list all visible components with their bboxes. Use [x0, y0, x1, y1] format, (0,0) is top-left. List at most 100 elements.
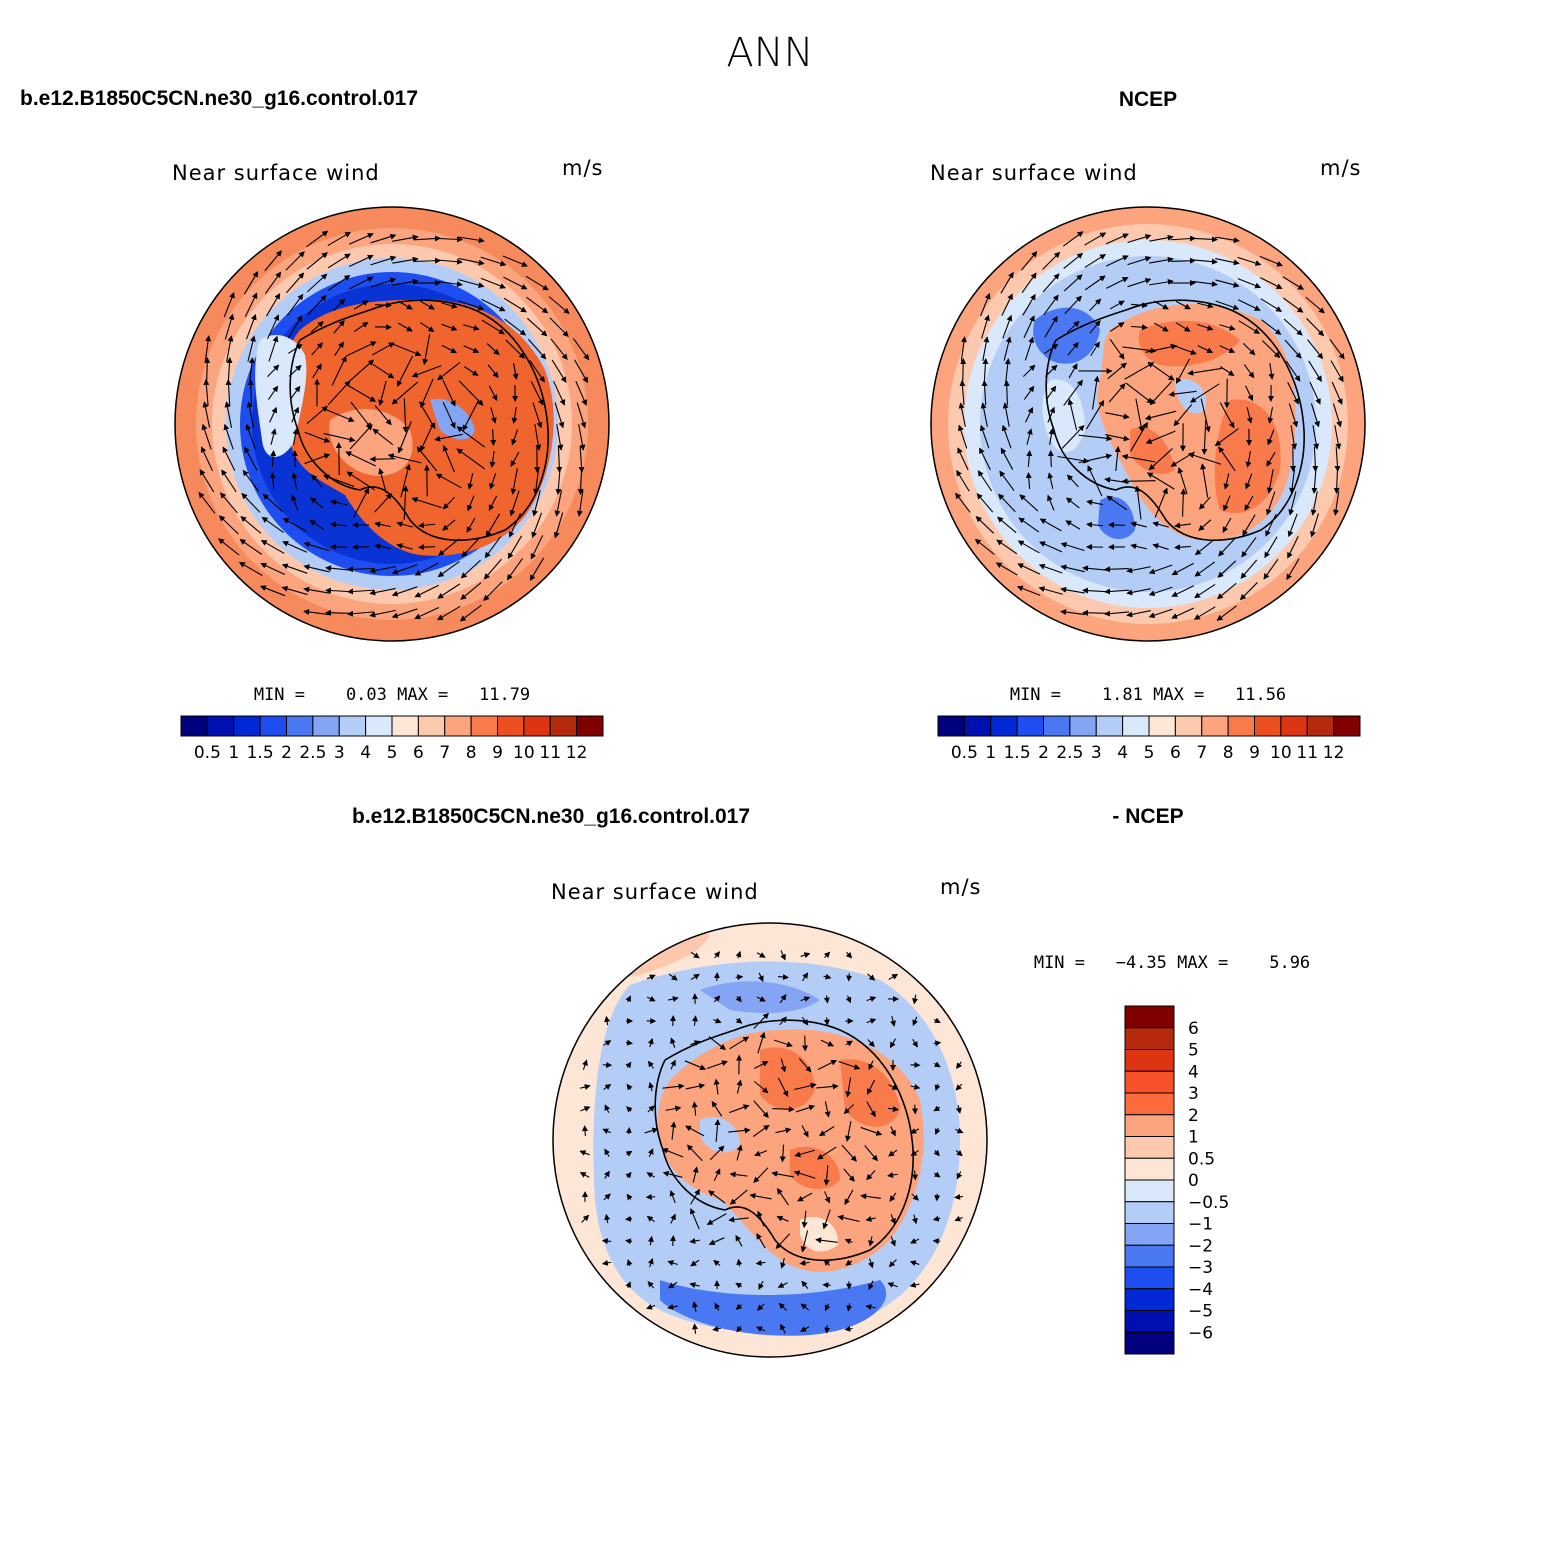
wind-vector: [756, 1326, 766, 1332]
wind-vector: [957, 447, 969, 471]
wind-vector: [346, 384, 377, 402]
wind-vector: [1047, 406, 1055, 423]
wind-vector: [224, 401, 233, 428]
wind-vector: [824, 1191, 831, 1204]
wind-vector: [1237, 256, 1262, 266]
wind-vector: [1022, 293, 1036, 316]
panel-obs-stats: MIN = 1.81 MAX = 11.56: [1010, 685, 1286, 705]
wind-vector: [1148, 608, 1173, 619]
wind-vector: [265, 292, 281, 317]
wind-vector: [690, 1259, 700, 1267]
wind-vector: [411, 497, 442, 509]
wind-vector: [860, 1126, 883, 1136]
wind-vector: [1000, 271, 1014, 294]
wind-vector: [1026, 450, 1033, 468]
wind-vector: [667, 1304, 678, 1310]
wind-vector: [458, 300, 485, 311]
wind-vector: [1149, 381, 1173, 406]
wind-vector: [374, 493, 393, 513]
wind-vector: [506, 558, 523, 581]
wind-vector: [488, 385, 498, 401]
wind-vector: [264, 250, 282, 272]
wind-vector: [1048, 428, 1055, 445]
wind-vector: [866, 1170, 876, 1181]
wind-vector: [845, 1077, 852, 1098]
wind-vector: [668, 1281, 678, 1289]
wind-vector: [1290, 425, 1298, 450]
wind-vector: [752, 1124, 770, 1138]
wind-vector: [735, 1303, 743, 1310]
colorbar-tick-label: −0.5: [1188, 1193, 1229, 1213]
wind-vector: [396, 355, 414, 387]
wind-vector: [1219, 324, 1236, 331]
wind-vector: [1216, 582, 1237, 600]
wind-vector: [817, 1059, 838, 1071]
wind-vector: [1042, 273, 1060, 293]
wind-vector: [527, 338, 547, 360]
wind-vector: [442, 379, 456, 407]
panel-diff-title: Near surface wind: [551, 880, 759, 904]
wind-vector: [982, 358, 989, 384]
wind-vector: [1017, 540, 1040, 554]
wind-vector: [402, 398, 409, 433]
wind-vector: [1175, 300, 1191, 310]
wind-vector: [689, 1282, 700, 1288]
colorbar-tick-label: 2: [1188, 1106, 1199, 1126]
wind-vector: [490, 407, 497, 424]
wind-vector: [1001, 293, 1013, 317]
wind-vector: [267, 385, 279, 400]
colorbar-swatch: [1122, 715, 1150, 737]
wind-vector: [801, 1280, 809, 1289]
wind-vector: [955, 1150, 963, 1157]
wind-vector: [265, 271, 282, 294]
wind-vector: [1174, 544, 1192, 551]
colorbar-swatch: [1124, 1244, 1175, 1268]
wind-vector: [581, 1214, 590, 1223]
colorbar-tick-label: 0: [1188, 1171, 1199, 1191]
wind-vector: [1106, 277, 1129, 289]
wind-vector: [979, 424, 990, 449]
wind-vector: [1044, 315, 1058, 338]
wind-vector: [489, 473, 497, 490]
wind-vector: [933, 1061, 941, 1068]
wind-vector: [708, 1036, 726, 1051]
wind-vector: [865, 1304, 876, 1311]
wind-vector: [304, 431, 331, 443]
colorbar-swatch: [1174, 715, 1203, 737]
wind-vector: [1194, 538, 1215, 556]
wind-vector: [529, 557, 545, 582]
wind-vector: [981, 314, 990, 339]
wind-vector: [909, 1260, 920, 1267]
wind-vector: [837, 1214, 860, 1222]
wind-vector: [1047, 472, 1054, 489]
panel-diff-stats: MIN = −4.35 MAX = 5.96: [1034, 953, 1310, 973]
wind-vector: [307, 273, 328, 293]
wind-vector: [846, 973, 853, 982]
wind-vector: [756, 952, 766, 958]
colorbar-tick-label: 6: [413, 743, 424, 763]
wind-vector: [459, 604, 482, 622]
wind-vector: [625, 1150, 633, 1157]
wind-vector: [776, 1188, 789, 1206]
wind-vector: [754, 1150, 768, 1157]
wind-vector: [1246, 407, 1253, 424]
colorbar-swatch: [417, 715, 446, 737]
wind-vector: [911, 1214, 918, 1225]
wind-vector: [281, 585, 308, 596]
wind-vector: [756, 996, 766, 1002]
wind-vector: [798, 1058, 812, 1073]
wind-vector: [512, 363, 519, 380]
wind-vector: [956, 469, 970, 492]
wind-vector: [508, 512, 522, 538]
wind-vector: [241, 492, 261, 513]
wind-vector: [706, 1213, 727, 1225]
colorbar-tick-label: 3: [334, 743, 345, 763]
wind-vector: [291, 472, 298, 489]
wind-vector: [714, 1302, 721, 1311]
wind-vector: [434, 433, 463, 442]
colorbar-swatch: [1124, 1157, 1175, 1181]
wind-vector: [1060, 564, 1085, 573]
wind-vector: [1082, 587, 1108, 594]
wind-vector: [1044, 343, 1059, 355]
wind-vector: [625, 1281, 632, 1289]
